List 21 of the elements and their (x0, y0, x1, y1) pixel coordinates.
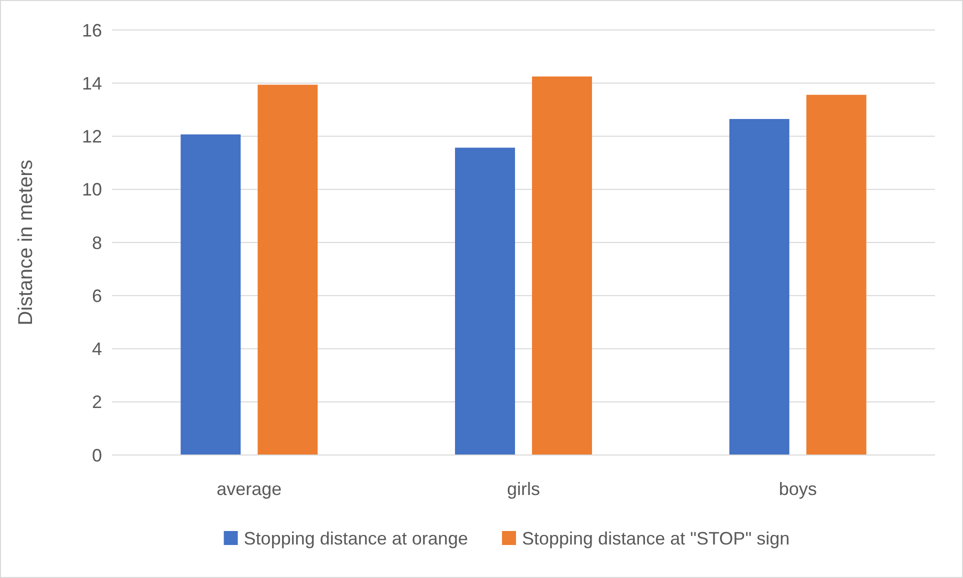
bar (180, 134, 241, 455)
y-tick-label: 16 (82, 20, 102, 40)
y-tick-label: 8 (92, 232, 102, 253)
y-axis-title: Distance in meters (15, 160, 37, 326)
bar (455, 148, 515, 455)
x-tick-label: girls (506, 479, 540, 499)
y-tick-label: 0 (92, 445, 102, 466)
x-tick-label: average (216, 479, 282, 499)
bar (729, 118, 790, 455)
x-tick-label: boys (778, 479, 817, 499)
y-tick-label: 2 (92, 392, 102, 412)
y-tick-label: 6 (92, 286, 102, 306)
y-tick-label: 14 (82, 73, 102, 94)
y-tick-label: 4 (92, 339, 102, 360)
y-tick-label: 12 (82, 126, 102, 147)
legend-label: Stopping distance at "STOP" sign (522, 528, 790, 548)
y-tick-label: 10 (82, 180, 102, 200)
legend-label: Stopping distance at orange (244, 528, 468, 548)
bar (258, 84, 318, 455)
bar (806, 94, 866, 455)
bar (532, 76, 592, 455)
